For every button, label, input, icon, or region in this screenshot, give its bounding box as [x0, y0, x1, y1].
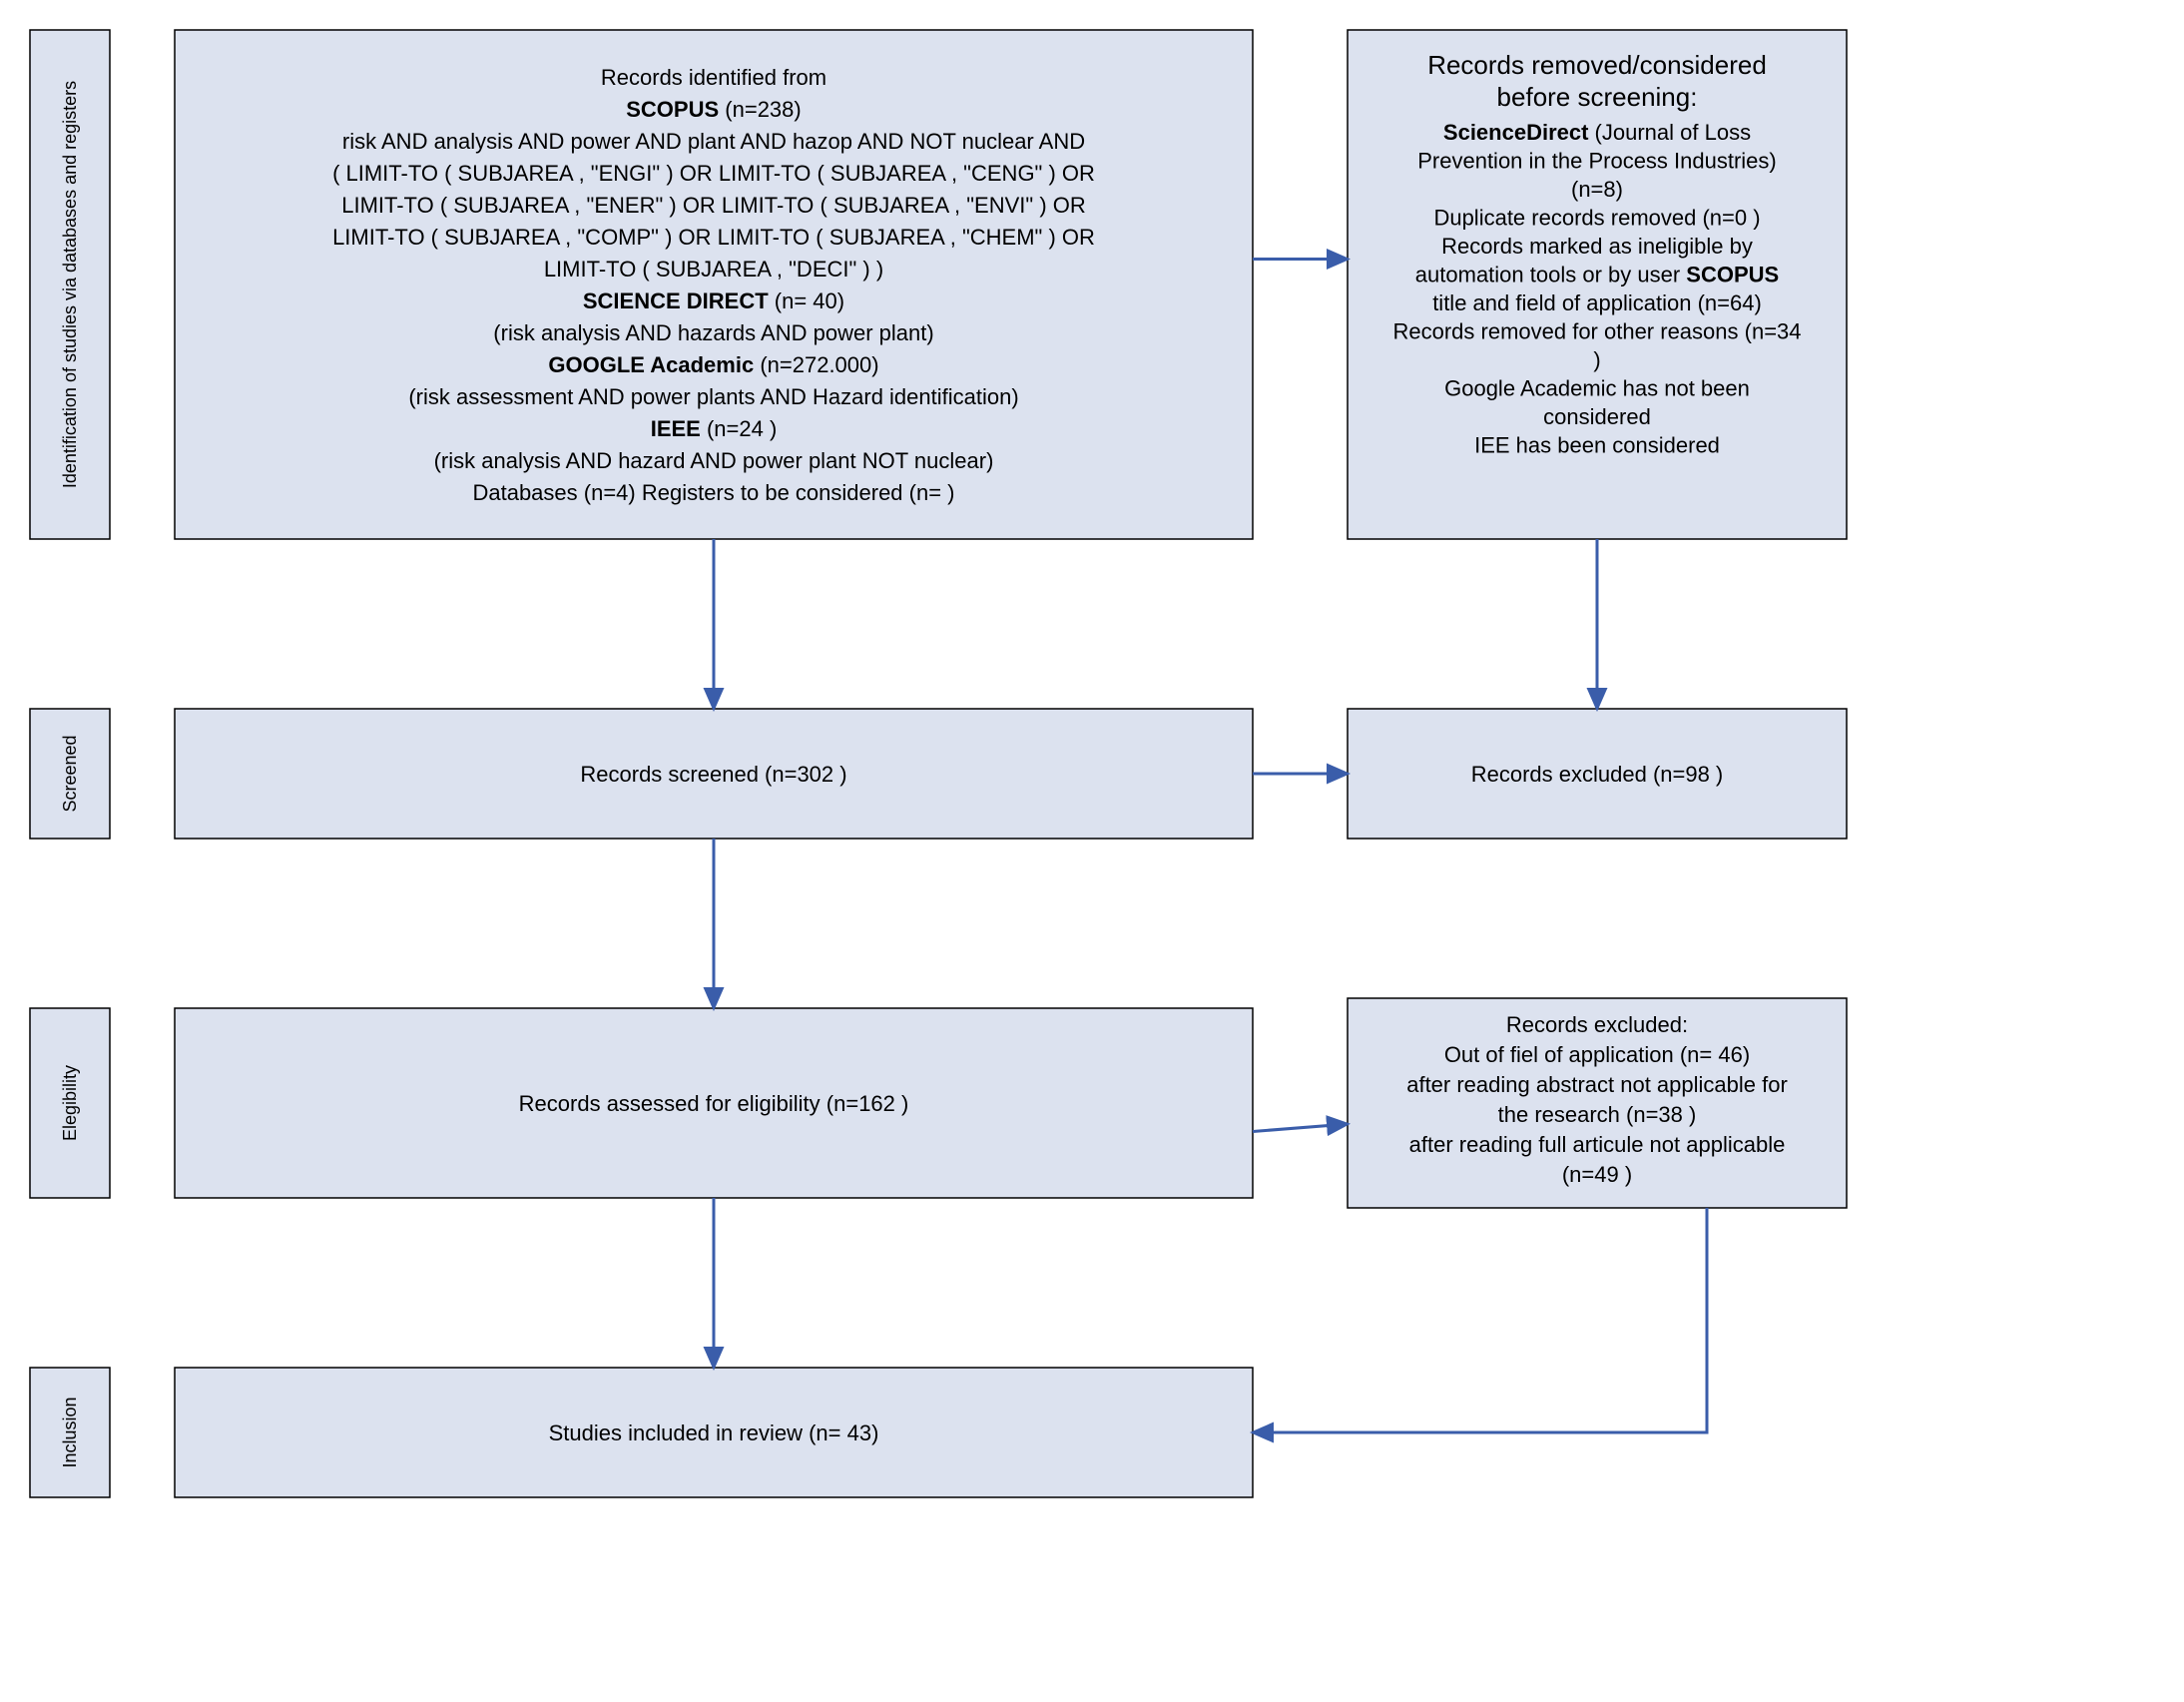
- svg-text:after reading full articule no: after reading full articule not applicab…: [1409, 1132, 1786, 1157]
- svg-text:Records removed for other reas: Records removed for other reasons (n=34: [1392, 319, 1801, 344]
- stage-identification-label: Identification of studies via databases …: [60, 81, 80, 488]
- svg-text:Prevention in the Process Indu: Prevention in the Process Industries): [1417, 149, 1777, 174]
- arrow-elig-to-excluded: [1253, 1124, 1348, 1132]
- svg-text:Databases (n=4) Registers to b: Databases (n=4) Registers to be consider…: [472, 480, 954, 505]
- svg-text:(risk assessment AND power pla: (risk assessment AND power plants AND Ha…: [408, 384, 1018, 409]
- svg-text:(n=49 ): (n=49 ): [1562, 1162, 1632, 1187]
- svg-text:): ): [1593, 347, 1600, 372]
- svg-text:Duplicate records removed (n=0: Duplicate records removed (n=0 ): [1433, 206, 1760, 231]
- svg-text:(risk analysis AND hazard AND: (risk analysis AND hazard AND power plan…: [434, 448, 994, 473]
- svg-text:before screening:: before screening:: [1497, 82, 1698, 112]
- stage-inclusion-label: Inclusion: [60, 1397, 80, 1467]
- svg-text:SCOPUS (n=238): SCOPUS (n=238): [626, 97, 801, 122]
- svg-text:Studies included in review (n=: Studies included in review (n= 43): [549, 1420, 879, 1445]
- svg-text:GOOGLE Academic (n=272.000): GOOGLE Academic (n=272.000): [548, 352, 878, 377]
- svg-text:Records identified from: Records identified from: [601, 65, 826, 90]
- svg-text:IEE has been considered: IEE has been considered: [1474, 433, 1720, 458]
- svg-text:Out of fiel of application (n=: Out of fiel of application (n= 46): [1444, 1042, 1750, 1067]
- svg-text:LIMIT-TO ( SUBJAREA , "COMP": LIMIT-TO ( SUBJAREA , "COMP" ) OR LIMIT-…: [332, 225, 1095, 250]
- stage-eligibility-label: Elegibility: [60, 1065, 80, 1141]
- svg-text:automation tools or by user SC: automation tools or by user SCOPUS: [1415, 263, 1779, 287]
- svg-text:Records assessed for eligibili: Records assessed for eligibility (n=162 …: [519, 1091, 909, 1116]
- svg-text:Records screened (n=302 ): Records screened (n=302 ): [580, 762, 846, 787]
- svg-text:LIMIT-TO ( SUBJAREA , "DECI": LIMIT-TO ( SUBJAREA , "DECI" ) ): [544, 257, 883, 282]
- svg-text:ScienceDirect (Journal of Loss: ScienceDirect (Journal of Loss: [1443, 120, 1751, 145]
- svg-text:Records removed/considered: Records removed/considered: [1427, 50, 1767, 80]
- svg-text:after reading abstract not app: after reading abstract not applicable fo…: [1406, 1072, 1788, 1097]
- svg-text:(n=8): (n=8): [1571, 177, 1623, 202]
- stage-screened-label: Screened: [60, 735, 80, 812]
- svg-text:Records excluded (n=98 ): Records excluded (n=98 ): [1471, 762, 1724, 787]
- svg-text:LIMIT-TO ( SUBJAREA , "ENER": LIMIT-TO ( SUBJAREA , "ENER" ) OR LIMIT-…: [341, 193, 1086, 218]
- svg-text:title and field of application: title and field of application (n=64): [1432, 290, 1762, 315]
- svg-text:the research (n=38 ): the research (n=38 ): [1498, 1102, 1697, 1127]
- svg-text:Records marked as ineligible b: Records marked as ineligible by: [1441, 234, 1753, 259]
- svg-text:(risk analysis AND hazards AND: (risk analysis AND hazards AND power pla…: [493, 320, 933, 345]
- svg-text:considered: considered: [1543, 404, 1651, 429]
- svg-text:risk AND analysis AND power: risk AND analysis AND power AND plant AN…: [342, 129, 1085, 154]
- arrow-excluded-to-inclusion: [1253, 1208, 1707, 1432]
- svg-text:Records excluded:: Records excluded:: [1506, 1012, 1688, 1037]
- svg-text:( LIMIT-TO ( SUBJAREA , "ENGI: ( LIMIT-TO ( SUBJAREA , "ENGI" ) OR LIMI…: [332, 161, 1095, 186]
- svg-text:IEEE (n=24 ): IEEE (n=24 ): [651, 416, 778, 441]
- svg-text:Google Academic has not been: Google Academic has not been: [1444, 376, 1750, 401]
- svg-text:SCIENCE DIRECT (n= 40): SCIENCE DIRECT (n= 40): [583, 288, 844, 313]
